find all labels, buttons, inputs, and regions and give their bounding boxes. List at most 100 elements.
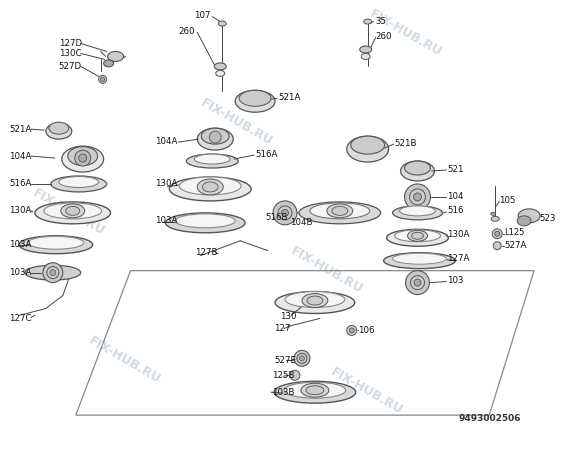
Text: 103A: 103A — [9, 268, 32, 277]
Ellipse shape — [28, 236, 83, 249]
Ellipse shape — [347, 136, 389, 162]
Text: 521B: 521B — [395, 139, 417, 148]
Text: 105: 105 — [499, 196, 515, 205]
Text: 127C: 127C — [9, 314, 32, 323]
Ellipse shape — [197, 128, 233, 150]
Circle shape — [273, 201, 297, 225]
Text: 127B: 127B — [195, 248, 218, 257]
Text: 130A: 130A — [447, 230, 470, 239]
Ellipse shape — [408, 230, 428, 241]
Circle shape — [492, 229, 502, 239]
Ellipse shape — [301, 383, 329, 397]
Ellipse shape — [51, 176, 107, 192]
Text: 9493002506: 9493002506 — [459, 414, 521, 423]
Ellipse shape — [386, 230, 448, 246]
Ellipse shape — [285, 292, 345, 307]
Circle shape — [209, 131, 221, 143]
Text: 104: 104 — [447, 193, 464, 202]
Circle shape — [50, 270, 56, 276]
Circle shape — [414, 279, 421, 286]
Ellipse shape — [186, 154, 238, 168]
Ellipse shape — [400, 161, 434, 181]
Ellipse shape — [104, 60, 113, 67]
Text: 127D: 127D — [59, 39, 82, 48]
Text: FIX-HUB.RU: FIX-HUB.RU — [367, 7, 444, 59]
Text: 523: 523 — [539, 214, 556, 223]
Ellipse shape — [179, 177, 241, 195]
Circle shape — [495, 231, 500, 236]
Text: 35: 35 — [376, 17, 387, 26]
Ellipse shape — [393, 206, 442, 220]
Ellipse shape — [393, 253, 446, 264]
Text: 127A: 127A — [447, 254, 470, 263]
Text: 103B: 103B — [272, 388, 294, 397]
Circle shape — [494, 242, 501, 250]
Circle shape — [43, 263, 63, 283]
Ellipse shape — [332, 207, 348, 216]
Circle shape — [294, 351, 310, 366]
Ellipse shape — [351, 136, 385, 154]
Text: L125: L125 — [504, 228, 525, 237]
Ellipse shape — [275, 292, 355, 314]
Ellipse shape — [197, 179, 223, 195]
Ellipse shape — [216, 70, 224, 77]
Ellipse shape — [302, 293, 328, 307]
Circle shape — [281, 209, 288, 216]
Text: 516B: 516B — [265, 213, 288, 222]
Circle shape — [297, 353, 307, 363]
Ellipse shape — [62, 146, 104, 172]
Circle shape — [409, 189, 425, 205]
Text: 521A: 521A — [9, 125, 32, 134]
Circle shape — [413, 193, 421, 201]
Ellipse shape — [214, 63, 226, 70]
Ellipse shape — [175, 214, 235, 228]
Ellipse shape — [404, 161, 430, 175]
Ellipse shape — [66, 207, 80, 216]
Text: 516: 516 — [447, 207, 464, 216]
Circle shape — [290, 370, 300, 380]
Text: 527E: 527E — [274, 356, 296, 365]
Text: 516A: 516A — [9, 180, 32, 189]
Text: FIX-HUB.RU: FIX-HUB.RU — [199, 97, 275, 148]
Circle shape — [406, 270, 429, 295]
Ellipse shape — [19, 236, 92, 254]
Ellipse shape — [395, 230, 440, 242]
Text: FIX-HUB.RU: FIX-HUB.RU — [30, 186, 107, 238]
Ellipse shape — [384, 253, 455, 269]
Text: 516A: 516A — [255, 149, 277, 158]
Text: FIX-HUB.RU: FIX-HUB.RU — [86, 334, 163, 386]
Circle shape — [100, 77, 105, 81]
Ellipse shape — [59, 176, 99, 188]
Circle shape — [404, 184, 430, 210]
Ellipse shape — [284, 382, 346, 398]
Text: 103: 103 — [447, 276, 464, 285]
Text: 521: 521 — [447, 165, 464, 174]
Ellipse shape — [169, 177, 251, 201]
Ellipse shape — [364, 19, 372, 24]
Circle shape — [99, 75, 107, 83]
Text: FIX-HUB.RU: FIX-HUB.RU — [289, 245, 365, 297]
Ellipse shape — [306, 386, 324, 395]
Circle shape — [278, 206, 292, 220]
Ellipse shape — [68, 147, 98, 166]
Ellipse shape — [195, 154, 230, 164]
Ellipse shape — [44, 203, 102, 219]
Ellipse shape — [361, 54, 370, 59]
Text: 125B: 125B — [272, 371, 294, 380]
Ellipse shape — [108, 51, 124, 61]
Ellipse shape — [518, 209, 540, 223]
Ellipse shape — [274, 381, 356, 403]
Text: 527D: 527D — [59, 62, 82, 71]
Text: FIX-HUB.RU: FIX-HUB.RU — [328, 366, 404, 418]
Ellipse shape — [49, 122, 69, 134]
Text: 521A: 521A — [278, 93, 301, 102]
Ellipse shape — [235, 90, 275, 112]
Circle shape — [47, 267, 59, 279]
Ellipse shape — [201, 128, 229, 144]
Circle shape — [349, 328, 354, 333]
Ellipse shape — [239, 90, 271, 106]
Ellipse shape — [491, 212, 496, 216]
Ellipse shape — [491, 216, 499, 221]
Text: 260: 260 — [179, 27, 195, 36]
Circle shape — [347, 325, 356, 335]
